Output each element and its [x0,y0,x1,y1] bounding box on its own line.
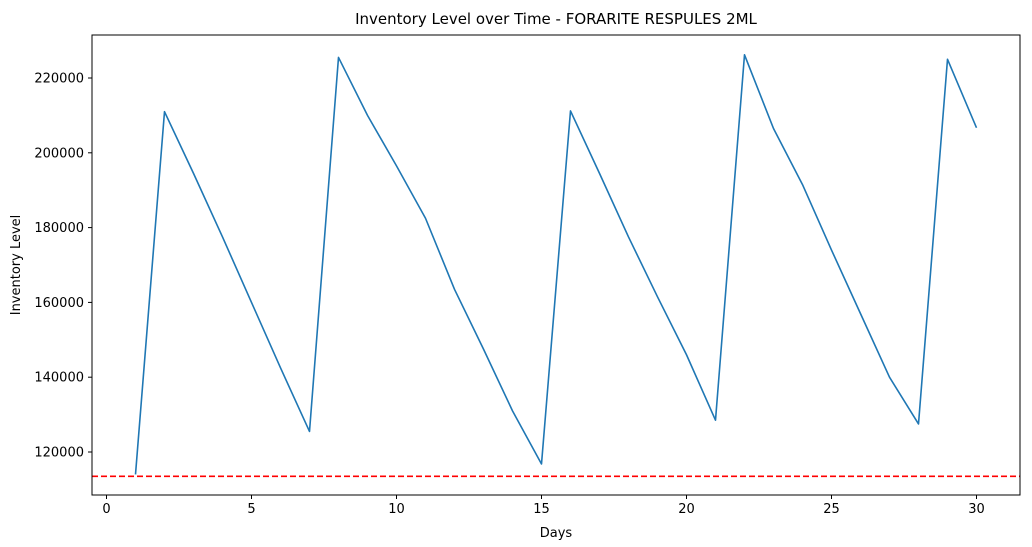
y-axis: 120000 140000 160000 180000 200000 220000 [34,72,92,460]
y-axis-label: Inventory Level [9,215,24,316]
x-tick-label: 0 [102,502,110,517]
y-tick-label: 180000 [34,221,84,236]
y-tick-label: 220000 [34,72,84,87]
x-axis: 0 5 10 15 20 25 30 [102,495,985,517]
series-line-0 [134,54,978,475]
chart-title: Inventory Level over Time - FORARITE RES… [355,10,757,28]
y-tick-label: 200000 [34,146,84,161]
plot-area [91,34,1021,496]
x-tick-label: 10 [388,502,405,517]
plot-frame [91,34,1021,496]
x-tick-label: 5 [247,502,255,517]
x-axis-label: Days [540,526,573,541]
x-tick-label: 25 [823,502,840,517]
x-tick-label: 15 [533,502,550,517]
x-tick-label: 30 [968,502,985,517]
x-tick-label: 20 [678,502,695,517]
y-tick-label: 140000 [34,371,84,386]
y-tick-label: 120000 [34,445,84,460]
y-tick-label: 160000 [34,296,84,311]
